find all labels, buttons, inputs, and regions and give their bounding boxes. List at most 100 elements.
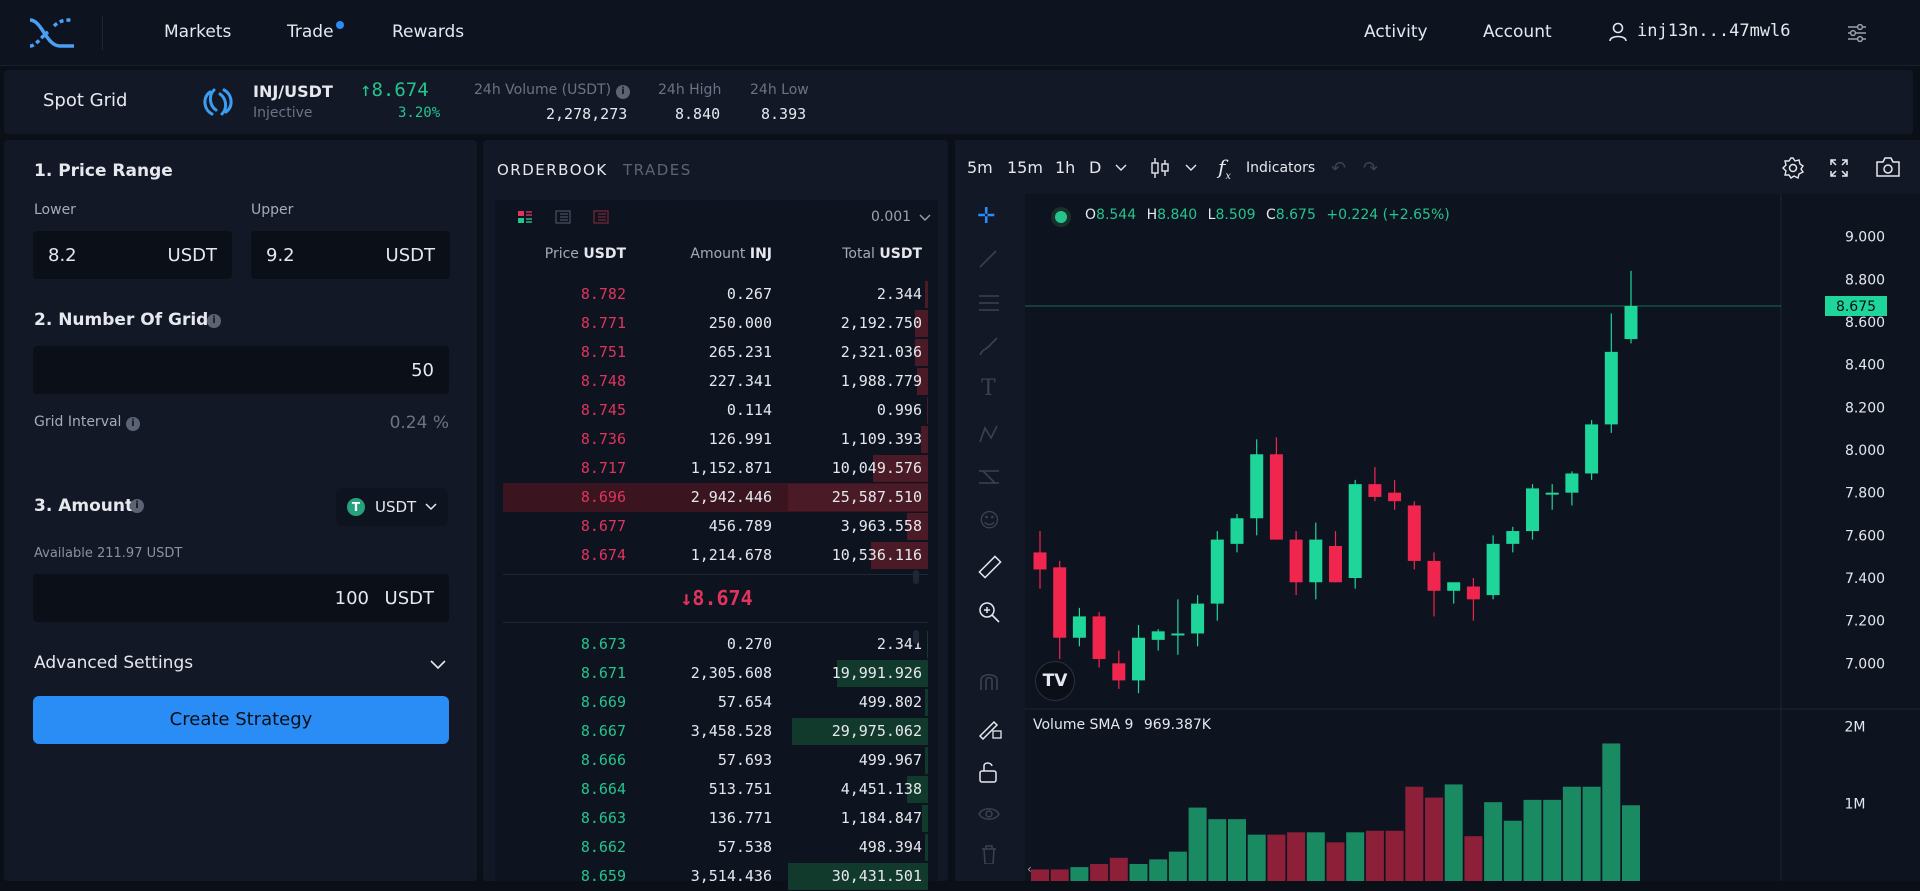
grids-input[interactable]: 50: [33, 346, 449, 394]
interval-5m[interactable]: 5m: [967, 158, 993, 177]
interval-d[interactable]: D: [1089, 158, 1102, 177]
bid-row[interactable]: 8.666 57.693 499.967: [503, 746, 928, 775]
brush-icon[interactable]: [977, 336, 1001, 358]
view-both-icon[interactable]: [517, 210, 533, 224]
wallet-address[interactable]: inj13n...47mwl6: [1637, 21, 1791, 41]
amount-currency-select[interactable]: T USDT: [336, 488, 448, 526]
bid-row[interactable]: 8.673 0.270 2.341: [503, 630, 928, 659]
chart-canvas[interactable]: 9.000 8.800 8.600 8.400 8.200 8.000 7.800 7.600…: [1025, 194, 1920, 881]
info-icon[interactable]: i: [616, 85, 630, 99]
chevron-down-icon[interactable]: [919, 214, 931, 222]
info-icon[interactable]: i: [126, 417, 140, 431]
amount-header: Amount: [690, 246, 746, 262]
info-icon[interactable]: i: [130, 499, 144, 513]
tab-trades[interactable]: TRADES: [623, 161, 692, 179]
view-bids-icon[interactable]: [555, 210, 571, 224]
y-tick-label: 8.600: [1845, 315, 1885, 331]
interval-15m[interactable]: 15m: [1007, 158, 1043, 177]
trash-icon[interactable]: [979, 844, 999, 864]
bid-row[interactable]: 8.663 136.771 1,184.847: [503, 804, 928, 833]
text-tool-icon[interactable]: T: [981, 376, 996, 401]
y-tick-label: 8.400: [1845, 358, 1885, 374]
ask-row[interactable]: 8.736 126.991 1,109.393: [503, 425, 928, 454]
candlestick-chart[interactable]: 9.000 8.800 8.600 8.400 8.200 8.000 7.800 7.600…: [1025, 194, 1920, 881]
unlock-icon[interactable]: [977, 760, 999, 784]
ask-row[interactable]: 8.696 2,942.446 25,587.510: [503, 483, 928, 512]
chevron-down-icon[interactable]: [430, 658, 446, 670]
emoji-icon[interactable]: ☺: [979, 508, 1000, 532]
lock-drawing-icon[interactable]: [977, 714, 1003, 740]
chevron-down-icon: [425, 503, 437, 511]
chevron-down-icon[interactable]: [1115, 164, 1127, 172]
ask-row[interactable]: 8.748 227.341 1,988.779: [503, 367, 928, 396]
candle-body: [1624, 306, 1638, 340]
pair-name[interactable]: INJ/USDT: [253, 82, 333, 101]
zoom-in-icon[interactable]: [977, 600, 1001, 624]
nav-activity[interactable]: Activity: [1364, 22, 1428, 42]
lower-unit: USDT: [167, 245, 217, 266]
bid-row[interactable]: 8.659 3,514.436 30,431.501: [503, 862, 928, 891]
ask-row[interactable]: 8.677 456.789 3,963.558: [503, 512, 928, 541]
ask-row[interactable]: 8.782 0.267 2.344: [503, 280, 928, 309]
magnet-icon[interactable]: [977, 670, 1001, 692]
ask-row[interactable]: 8.717 1,152.871 10,049.576: [503, 454, 928, 483]
nav-rewards[interactable]: Rewards: [392, 22, 465, 42]
app-logo[interactable]: [26, 14, 78, 52]
amount-unit: INJ: [749, 246, 772, 262]
scrollbar-handle[interactable]: [913, 570, 919, 584]
depth-bar: [915, 310, 928, 337]
volume-bar: [1109, 857, 1128, 881]
nav-trade[interactable]: Trade: [287, 22, 334, 42]
prediction-icon[interactable]: [977, 466, 1001, 488]
pattern-icon[interactable]: [977, 422, 1001, 446]
bid-row[interactable]: 8.664 513.751 4,451.138: [503, 775, 928, 804]
candle-type-icon[interactable]: [1149, 156, 1171, 180]
bid-row[interactable]: 8.667 3,458.528 29,975.062: [503, 717, 928, 746]
ruler-icon[interactable]: [977, 554, 1003, 580]
precision-value[interactable]: 0.001: [871, 209, 912, 225]
bid-row[interactable]: 8.671 2,305.608 19,991.926: [503, 659, 928, 688]
nav-markets[interactable]: Markets: [164, 22, 232, 42]
nav-account[interactable]: Account: [1483, 22, 1552, 42]
crosshair-icon[interactable]: ✛: [977, 204, 996, 229]
lower-price-input[interactable]: 8.2 USDT: [33, 231, 232, 279]
ask-row[interactable]: 8.771 250.000 2,192.750: [503, 309, 928, 338]
bid-row[interactable]: 8.669 57.654 499.802: [503, 688, 928, 717]
volume-bar: [1484, 802, 1503, 881]
bid-row[interactable]: 8.662 57.538 498.394: [503, 833, 928, 862]
candle-body: [1132, 637, 1145, 681]
ask-row[interactable]: 8.745 0.114 0.996: [503, 396, 928, 425]
candle-body: [1407, 505, 1421, 561]
scrollbar-handle[interactable]: [913, 630, 919, 644]
ask-row[interactable]: 8.674 1,214.678 10,536.116: [503, 541, 928, 570]
chart-settings-icon[interactable]: [1781, 156, 1805, 180]
view-asks-icon[interactable]: [593, 210, 609, 224]
indicators-icon[interactable]: fx: [1218, 155, 1232, 182]
ask-row[interactable]: 8.751 265.231 2,321.036: [503, 338, 928, 367]
undo-icon[interactable]: ↶: [1331, 158, 1347, 179]
advanced-settings-label[interactable]: Advanced Settings: [34, 653, 194, 673]
camera-icon[interactable]: [1875, 156, 1901, 178]
injective-token-icon[interactable]: [200, 84, 236, 120]
upper-price-value: 9.2: [266, 245, 295, 266]
tradingview-logo[interactable]: TV: [1035, 661, 1075, 701]
volume-bar: [1425, 797, 1443, 881]
stat-low-label: 24h Low: [750, 82, 809, 98]
trend-line-icon[interactable]: [977, 248, 999, 270]
bid-total: 499.802: [858, 693, 922, 711]
chevron-down-icon[interactable]: [1185, 164, 1197, 172]
fib-icon[interactable]: [977, 292, 1001, 314]
info-icon[interactable]: i: [207, 314, 221, 328]
bid-total: 498.394: [858, 838, 922, 856]
create-strategy-button[interactable]: Create Strategy: [33, 696, 449, 744]
redo-icon[interactable]: ↷: [1363, 158, 1379, 179]
indicators-button[interactable]: Indicators: [1246, 160, 1316, 176]
eye-icon[interactable]: [977, 804, 1001, 824]
upper-price-input[interactable]: 9.2 USDT: [251, 231, 450, 279]
settings-sliders-icon[interactable]: [1846, 22, 1868, 44]
interval-1h[interactable]: 1h: [1055, 158, 1076, 177]
fullscreen-icon[interactable]: [1829, 158, 1849, 178]
tab-orderbook[interactable]: ORDERBOOK: [497, 161, 608, 179]
amount-input[interactable]: 100 USDT: [33, 574, 449, 622]
scroll-left-icon[interactable]: ‹: [1027, 862, 1032, 876]
